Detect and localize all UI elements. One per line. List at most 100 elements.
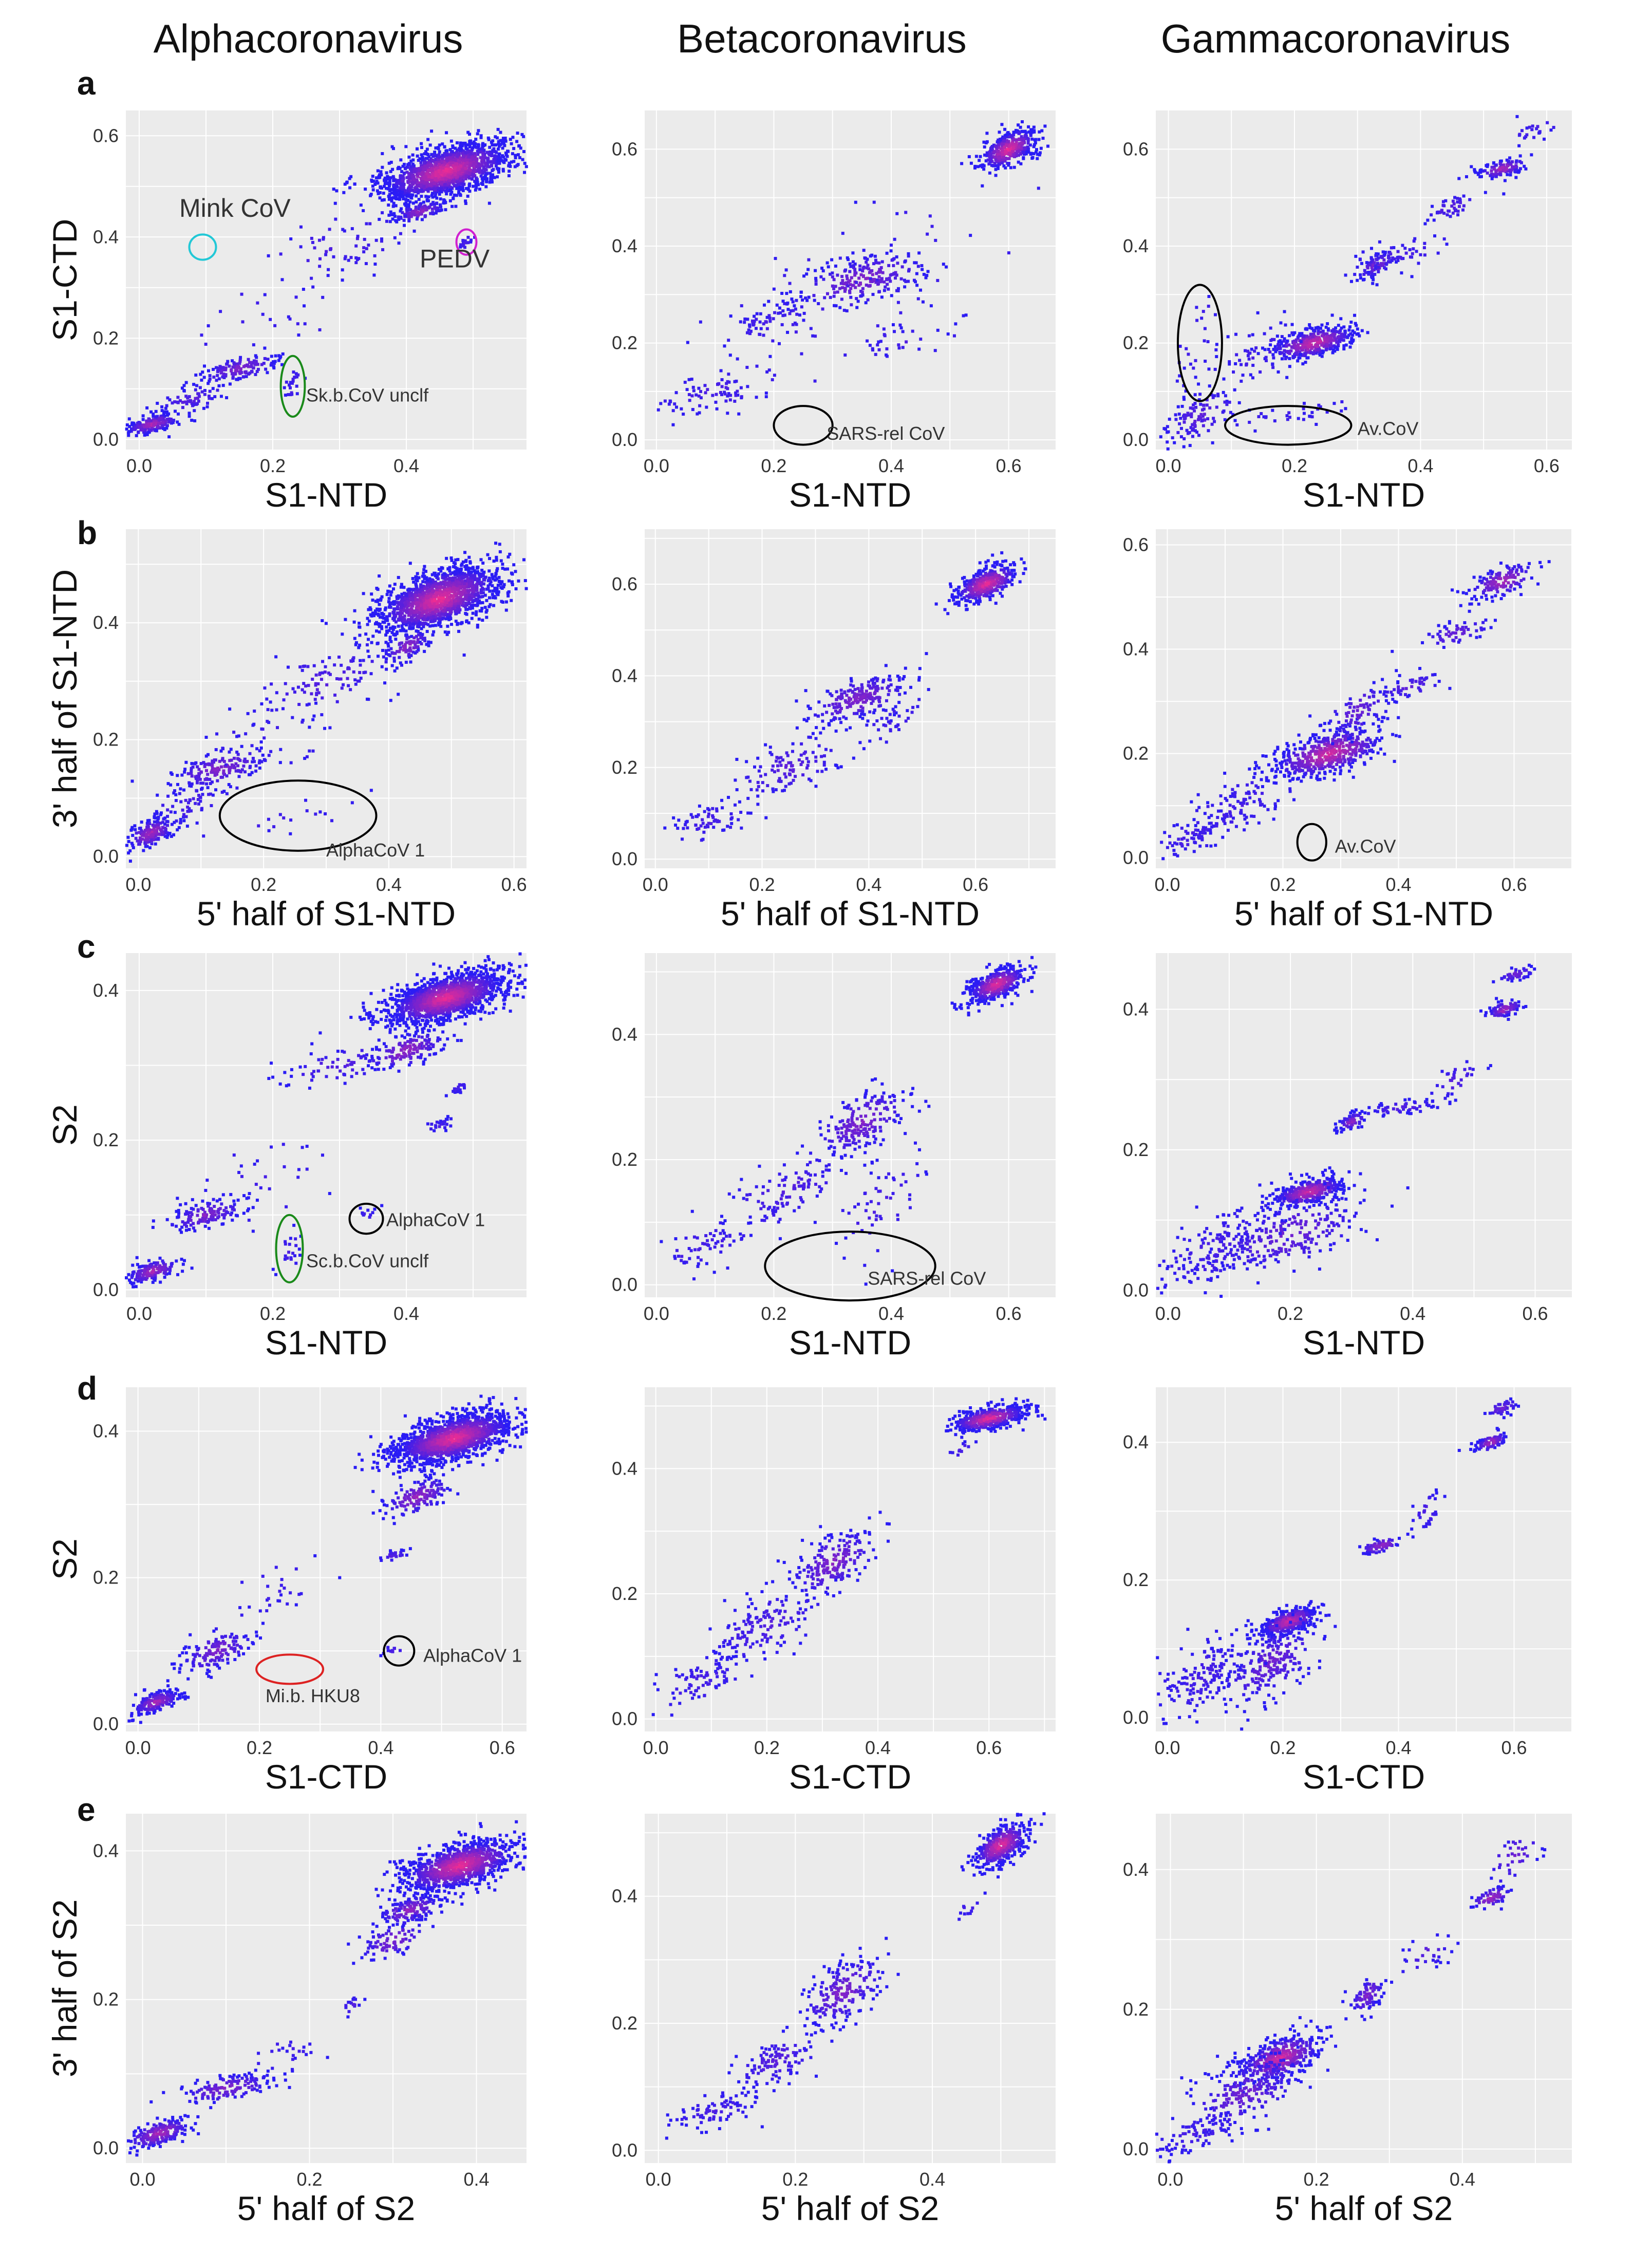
data-point (1189, 426, 1193, 430)
data-point (470, 238, 473, 242)
data-point (500, 159, 503, 162)
data-point (849, 265, 853, 268)
data-point (874, 352, 877, 356)
x-tick-label: 0.4 (393, 455, 419, 476)
data-point (419, 208, 423, 211)
data-point (1350, 337, 1354, 340)
data-point (471, 148, 474, 152)
data-point (226, 360, 230, 363)
data-point (865, 260, 868, 264)
x-axis-title: S1-NTD (789, 476, 912, 514)
data-point (407, 217, 411, 220)
data-point (748, 332, 752, 336)
data-point (1325, 332, 1329, 336)
data-point (1401, 244, 1404, 247)
data-point (1003, 159, 1006, 162)
data-point (424, 195, 428, 198)
data-point (490, 573, 494, 576)
data-point (450, 170, 454, 174)
data-point (524, 165, 528, 169)
data-point (1222, 377, 1226, 381)
data-point (177, 422, 181, 426)
x-tick-label: 0.4 (1407, 455, 1433, 476)
data-point (813, 379, 817, 383)
data-point (409, 159, 413, 163)
data-point (423, 565, 426, 568)
data-point (387, 161, 391, 165)
data-point (521, 158, 524, 161)
data-point (1288, 416, 1291, 419)
data-point (983, 153, 987, 157)
data-point (1040, 129, 1044, 133)
data-point (719, 390, 722, 394)
data-point (1395, 260, 1398, 264)
data-point (833, 304, 836, 307)
data-point (1492, 173, 1495, 176)
point-cluster (332, 127, 528, 216)
data-point (285, 380, 288, 384)
data-point (1484, 191, 1487, 194)
data-point (1029, 134, 1032, 137)
data-point (290, 393, 294, 396)
highlight-ellipse (1176, 284, 1223, 402)
data-point (439, 169, 442, 172)
data-point (822, 277, 825, 281)
data-point (986, 152, 989, 156)
data-point (500, 140, 504, 144)
data-point (1238, 359, 1242, 362)
data-point (329, 247, 333, 251)
data-point (418, 167, 422, 171)
data-point (447, 189, 450, 193)
data-point (1182, 445, 1186, 449)
data-point (189, 399, 192, 403)
data-point (697, 386, 701, 390)
data-point (861, 269, 865, 273)
data-point (437, 158, 440, 161)
data-point (456, 557, 460, 561)
data-point (1287, 343, 1291, 347)
data-point (233, 372, 237, 376)
data-point (1543, 137, 1546, 141)
data-point (883, 289, 886, 292)
data-point (687, 378, 691, 381)
data-point (1387, 260, 1391, 264)
data-point (1225, 400, 1229, 403)
data-point (904, 211, 908, 214)
data-point (1297, 356, 1301, 360)
data-point (1506, 163, 1510, 167)
data-point (438, 143, 441, 147)
data-point (445, 149, 449, 153)
data-point (138, 425, 141, 429)
data-point (1029, 128, 1033, 132)
data-point (1184, 416, 1187, 420)
data-point (1019, 152, 1022, 155)
data-point (366, 623, 369, 626)
data-point (802, 311, 806, 315)
data-point (411, 158, 415, 162)
data-point (187, 395, 191, 398)
data-point (311, 240, 314, 244)
data-point (441, 177, 444, 181)
data-point (1353, 313, 1357, 317)
data-point (895, 255, 898, 259)
data-point (496, 175, 499, 179)
data-point (866, 264, 870, 267)
data-point (1532, 136, 1536, 139)
data-point (414, 187, 417, 190)
data-point (399, 178, 402, 181)
data-point (1273, 345, 1277, 348)
data-point (1213, 394, 1216, 398)
data-point (368, 222, 372, 226)
data-point (402, 218, 406, 222)
data-point (481, 182, 484, 186)
data-point (355, 237, 359, 240)
data-point (1028, 143, 1032, 147)
data-point (668, 399, 672, 403)
data-point (736, 389, 739, 393)
data-point (449, 612, 453, 616)
data-point (401, 175, 405, 178)
data-point (354, 643, 358, 646)
data-point (359, 203, 363, 207)
data-point (417, 198, 421, 201)
data-point (263, 346, 267, 350)
